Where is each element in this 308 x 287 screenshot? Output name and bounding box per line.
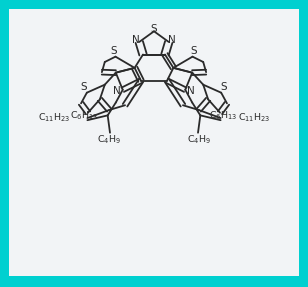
- Text: C$_6$H$_{13}$: C$_6$H$_{13}$: [70, 109, 99, 122]
- Text: S: S: [81, 82, 87, 92]
- Text: S: S: [221, 82, 227, 92]
- Text: N: N: [113, 86, 121, 96]
- Text: C$_{11}$H$_{23}$: C$_{11}$H$_{23}$: [238, 112, 270, 124]
- Text: C$_{11}$H$_{23}$: C$_{11}$H$_{23}$: [38, 112, 70, 124]
- Text: N: N: [168, 35, 176, 45]
- Text: N: N: [187, 86, 195, 96]
- Text: S: S: [111, 46, 117, 56]
- Text: C$_6$H$_{13}$: C$_6$H$_{13}$: [209, 109, 238, 122]
- Text: C$_4$H$_9$: C$_4$H$_9$: [97, 133, 121, 146]
- Text: N: N: [132, 35, 140, 45]
- Text: C$_4$H$_9$: C$_4$H$_9$: [187, 133, 211, 146]
- Text: S: S: [191, 46, 197, 56]
- Text: S: S: [151, 24, 157, 34]
